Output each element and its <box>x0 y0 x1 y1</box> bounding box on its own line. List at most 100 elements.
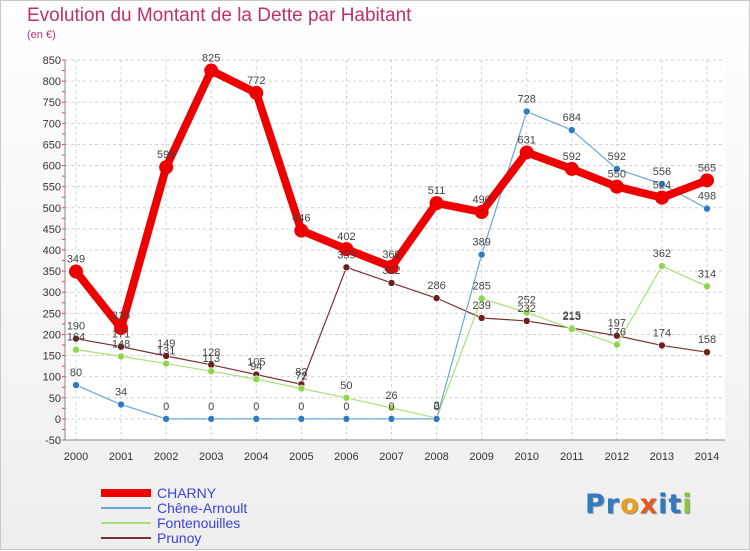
data-label: 772 <box>247 75 265 87</box>
data-label: 252 <box>518 294 536 306</box>
logo-letter: i <box>658 489 669 520</box>
y-tick-label: 700 <box>43 118 61 130</box>
y-tick-label: 550 <box>43 182 61 194</box>
data-point <box>567 126 576 134</box>
legend-label: CHARNY <box>157 485 217 501</box>
logo-letter: r <box>605 489 621 520</box>
data-point <box>700 173 714 188</box>
data-label: 322 <box>382 265 400 277</box>
data-point <box>474 205 489 219</box>
data-point <box>342 263 351 272</box>
logo-letter: t <box>668 489 683 520</box>
data-point <box>207 367 216 375</box>
data-label: 0 <box>253 401 259 413</box>
data-point <box>703 204 711 213</box>
data-point <box>567 325 576 333</box>
data-point <box>162 415 170 423</box>
y-tick-label: 450 <box>43 224 61 236</box>
data-point <box>117 342 125 351</box>
data-point <box>72 381 80 389</box>
data-label: 239 <box>472 300 490 312</box>
data-point <box>387 415 396 423</box>
y-tick-label: 300 <box>43 287 61 299</box>
data-point <box>658 180 666 188</box>
data-label: 72 <box>295 370 307 382</box>
legend-label: Fontenouilles <box>157 515 241 531</box>
y-tick-label: 750 <box>43 97 61 109</box>
data-point <box>297 384 306 393</box>
data-point <box>339 242 354 257</box>
data-point <box>297 415 306 423</box>
data-label: 550 <box>608 169 626 181</box>
data-point <box>613 165 621 173</box>
data-label: 592 <box>608 151 626 163</box>
y-tick-label: 250 <box>43 308 61 320</box>
data-label: 592 <box>563 151 581 163</box>
data-point <box>609 179 624 194</box>
data-label: 360 <box>382 249 400 261</box>
data-point <box>117 400 125 409</box>
x-tick-label: 2008 <box>424 451 448 463</box>
logo-letter: i <box>682 489 693 520</box>
y-tick-label: 850 <box>43 55 61 67</box>
data-point <box>252 415 261 423</box>
x-tick-label: 2013 <box>650 451 674 463</box>
data-label: 174 <box>653 327 671 339</box>
data-point <box>204 63 219 78</box>
x-tick-label: 2006 <box>334 451 358 463</box>
data-point <box>342 393 351 402</box>
data-point <box>522 308 531 317</box>
y-tick-label: 100 <box>43 372 61 384</box>
data-label: 389 <box>472 237 490 249</box>
data-label: 128 <box>202 347 220 359</box>
data-point <box>703 348 711 356</box>
data-point <box>387 279 396 287</box>
data-label: 446 <box>292 213 310 225</box>
data-point <box>117 352 125 361</box>
y-tick-label: 800 <box>43 76 61 88</box>
y-tick-label: 200 <box>43 329 61 341</box>
x-tick-label: 2009 <box>469 451 493 463</box>
data-point <box>613 340 621 349</box>
logo-letter: o <box>620 489 640 520</box>
data-label: 215 <box>112 310 130 322</box>
data-point <box>429 196 444 211</box>
data-label: 285 <box>472 281 490 293</box>
data-label: 113 <box>202 353 220 365</box>
x-tick-label: 2003 <box>199 451 223 463</box>
data-point <box>69 264 83 279</box>
chart-unit-label: (en €) <box>27 29 56 41</box>
data-point <box>703 282 711 291</box>
data-point <box>519 145 534 160</box>
data-point <box>477 294 486 303</box>
data-label: 164 <box>67 332 85 344</box>
data-label: 596 <box>157 149 175 161</box>
data-label: 213 <box>563 311 581 323</box>
data-label: 524 <box>653 180 671 192</box>
x-tick-label: 2011 <box>560 451 584 463</box>
data-label: 82 <box>295 366 307 378</box>
data-label: 176 <box>608 327 626 339</box>
data-point <box>72 334 80 343</box>
data-label: 556 <box>653 166 671 178</box>
data-point <box>432 415 441 423</box>
legend-swatch <box>101 537 151 539</box>
data-point <box>252 375 261 384</box>
data-label: 349 <box>67 254 85 266</box>
data-point <box>477 314 486 322</box>
data-label: 80 <box>70 367 82 379</box>
data-label: 190 <box>67 321 85 333</box>
y-tick-label: 400 <box>43 245 61 257</box>
y-tick-label: 500 <box>43 203 61 215</box>
data-label: 402 <box>337 231 355 243</box>
legend-swatch <box>101 522 151 524</box>
data-label: 0 <box>434 401 440 413</box>
data-point <box>384 259 399 274</box>
data-point <box>613 331 621 340</box>
data-point <box>159 160 174 175</box>
legend-swatch <box>101 507 151 509</box>
x-tick-label: 2007 <box>379 451 403 463</box>
data-point <box>432 294 441 302</box>
